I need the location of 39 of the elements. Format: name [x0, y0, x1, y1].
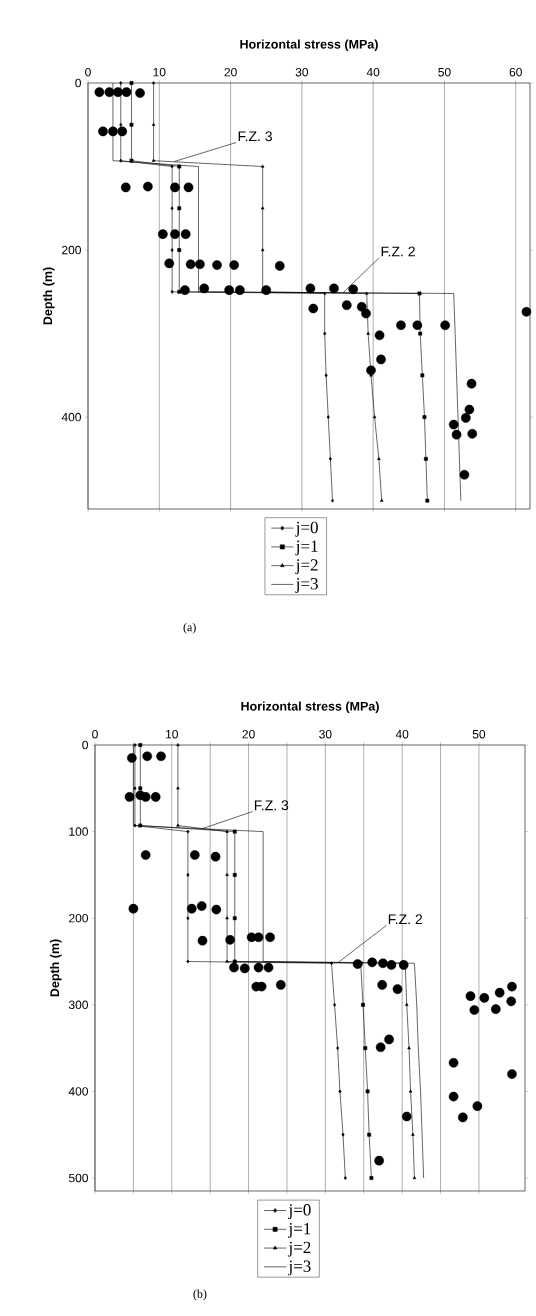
x-tick-label: 50: [438, 67, 451, 77]
annotation: F.Z. 3: [238, 131, 272, 142]
y-tick-label: 500: [68, 1173, 88, 1183]
y-tick-label: 0: [75, 78, 81, 88]
x-tick-label: 0: [92, 729, 98, 739]
legend-label: j=0: [288, 1204, 311, 1220]
annotation: F.Z. 3: [254, 800, 289, 811]
legend-label: j=3: [295, 578, 318, 593]
y-tick-label: 400: [61, 412, 81, 422]
legend-label: j=1: [288, 1222, 311, 1238]
y-tick-label: 400: [68, 1087, 88, 1096]
annotation: F.Z. 2: [388, 914, 423, 925]
y-axis-title: Depth (m): [42, 267, 55, 325]
y-tick-label: 200: [69, 913, 88, 923]
x-tick-label: 40: [395, 729, 409, 739]
x-tick-label: 20: [224, 67, 237, 77]
annotation: F.Z. 2: [381, 246, 415, 257]
y-tick-label: 100: [69, 827, 88, 836]
x-tick-label: 40: [366, 67, 380, 77]
legend-label: j=1: [295, 540, 318, 556]
legend-label: j=3: [288, 1260, 311, 1276]
y-axis-title: Depth (m): [49, 939, 62, 997]
x-tick-label: 10: [153, 67, 166, 77]
x-tick-label: 30: [319, 729, 332, 739]
x-axis-title: Horizontal stress (MPa): [241, 701, 379, 714]
y-tick-label: 200: [62, 245, 81, 255]
x-tick-label: 30: [295, 67, 309, 77]
y-tick-label: 300: [68, 1000, 88, 1010]
x-tick-label: 20: [242, 729, 255, 739]
text: (a): [183, 622, 196, 634]
legend-label: j=2: [295, 559, 318, 575]
x-tick-label: 10: [166, 729, 178, 739]
legend-label: j=2: [288, 1241, 311, 1257]
x-tick-label: 60: [509, 67, 522, 77]
x-tick-label: 50: [472, 729, 486, 739]
y-tick-label: 0: [82, 740, 88, 750]
legend-label: j=0: [295, 521, 318, 537]
text: (b): [193, 1289, 207, 1301]
x-axis-title: Horizontal stress (MPa): [240, 39, 378, 52]
